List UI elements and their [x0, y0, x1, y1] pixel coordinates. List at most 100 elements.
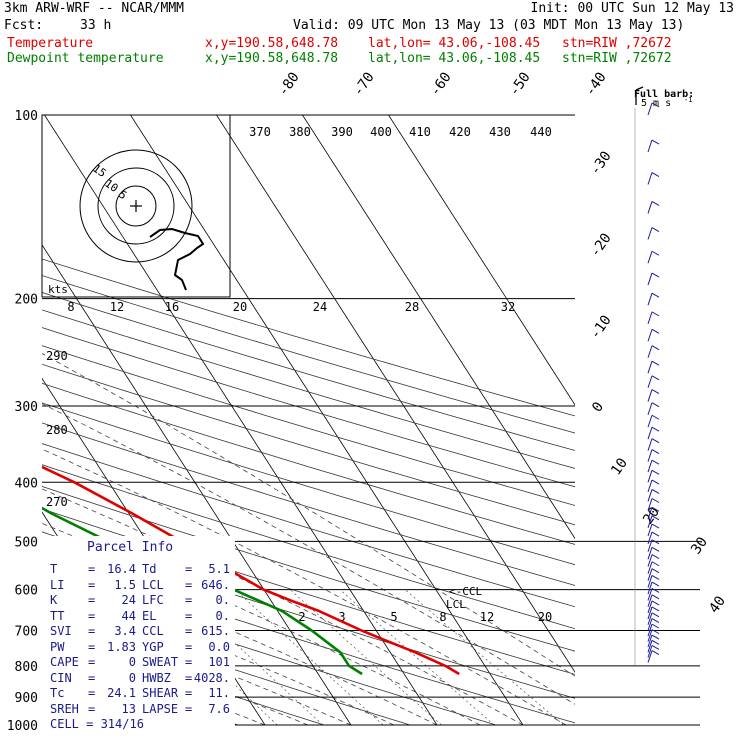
- wind-barb: [651, 402, 660, 408]
- isotherm-label: -60: [427, 69, 455, 99]
- wind-barb: [647, 645, 653, 658]
- parcel-info-row: T = 16.4 Td = 5.1: [50, 562, 235, 578]
- parcel-value: 5.1: [208, 562, 230, 576]
- wind-barb: [651, 345, 660, 351]
- wind-barb: [651, 426, 660, 432]
- temperature-profile-line: [42, 465, 460, 676]
- parcel-info-row: LI = 1.5 LCL = 646.: [50, 578, 235, 594]
- wind-barb: [651, 375, 660, 381]
- wind-barb: [647, 634, 653, 648]
- parcel-info-title: Parcel Info: [87, 540, 174, 555]
- parcel-key: K: [50, 593, 58, 607]
- parcel-info-row: K = 24 LFC = 0.: [50, 593, 235, 609]
- equals-sign: =: [185, 562, 193, 576]
- lcl-label: LCL: [446, 598, 466, 611]
- wind-barb: [651, 618, 660, 623]
- parcel-info-row: CIN = 0 HWBZ = 4028.: [50, 671, 235, 687]
- mixing-ratio-label: 20: [538, 610, 552, 624]
- wind-barb: [651, 414, 660, 420]
- parcel-value: 13: [121, 701, 136, 716]
- wind-barb: [651, 102, 660, 108]
- hodograph-trace: [149, 227, 205, 291]
- equals-sign: =: [185, 670, 193, 685]
- valid-time: Valid: 09 UTC Mon 13 May 13 (03 MDT Mon …: [293, 18, 685, 33]
- pressure-tick-label: 900: [15, 691, 38, 706]
- hodograph-ring-label: 5: [116, 188, 129, 202]
- wind-barb: [647, 449, 653, 462]
- dewpoint-profile-line: [42, 506, 363, 676]
- wind-barb: [647, 568, 653, 581]
- wind-barb: [651, 311, 660, 317]
- wind-barb: [647, 479, 653, 493]
- dry-adiabat-line: [42, 579, 498, 725]
- forecast-hours: 33 h: [80, 18, 112, 33]
- wind-barb: [651, 515, 660, 521]
- barb-key-title: Full barb:: [634, 89, 694, 100]
- wind-barb: [647, 345, 653, 358]
- isotherm-label: 10: [608, 455, 631, 478]
- wind-barb: [647, 227, 653, 240]
- theta-label: 400: [370, 125, 392, 139]
- equals-sign: =: [88, 624, 96, 638]
- parcel-key: SVI: [50, 624, 72, 638]
- forecast-label: Fcst:: [4, 18, 44, 33]
- wind-barb: [647, 606, 653, 620]
- wind-barb: [651, 546, 660, 552]
- pressure-tick-label: 300: [15, 400, 38, 415]
- wind-barb: [651, 600, 660, 606]
- hodograph-box: [41, 114, 231, 298]
- equals-sign: =: [88, 639, 96, 654]
- moist-adiabat-line: [42, 522, 481, 725]
- mixing-ratio-label: 3: [338, 610, 345, 624]
- isotherm-line: [42, 244, 352, 725]
- parcel-key: Tc: [50, 686, 65, 700]
- pressure-tick-label: 100: [15, 109, 38, 124]
- wind-barb: [651, 488, 660, 494]
- isotherm-line: [301, 115, 575, 540]
- theta-label: 440: [530, 125, 552, 139]
- wind-barb: [647, 623, 653, 637]
- wind-barb: [647, 547, 653, 560]
- wind-barb: [651, 469, 660, 475]
- init-time: Init: 00 UTC Sun 12 May 13: [530, 1, 735, 16]
- wind-barb: [647, 489, 653, 502]
- wind-barb: [647, 470, 653, 483]
- wind-barb: [647, 618, 653, 631]
- temperature-station: stn=RIW ,72672: [562, 36, 672, 51]
- isotherm-label: -20: [587, 230, 615, 260]
- temperature-xy: x,y=190.58,648.78: [205, 36, 339, 51]
- parcel-value: 1.83: [107, 639, 136, 654]
- wind-barb: [647, 102, 653, 116]
- wind-barb: [651, 639, 660, 645]
- wind-barb: [647, 575, 653, 588]
- mixing-ratio-label: 32: [501, 300, 515, 314]
- barb-key-barb: [635, 86, 644, 91]
- equals-sign: =: [185, 624, 193, 638]
- equals-sign: =: [88, 562, 96, 576]
- equals-sign: =: [88, 670, 96, 685]
- wind-barb: [651, 523, 660, 529]
- isotherm-label: -70: [350, 69, 378, 99]
- parcel-value: 101: [208, 655, 230, 669]
- wind-barb: [647, 272, 653, 286]
- parcel-key: LI: [50, 577, 65, 592]
- parcel-key: CCL: [142, 624, 164, 638]
- dry-adiabat-line: [42, 327, 575, 488]
- mixing-ratio-line: [290, 589, 442, 725]
- wind-barb: [651, 292, 660, 298]
- parcel-key: CIN: [50, 670, 72, 685]
- wind-barb: [647, 139, 653, 153]
- parcel-value: 44: [121, 608, 136, 623]
- mixing-ratio-label: 28: [405, 300, 419, 314]
- wind-barb: [647, 629, 653, 642]
- parcel-info-row: SREH = 13 LAPSE = 7.6: [50, 702, 235, 718]
- wind-barb: [647, 600, 653, 614]
- dry-adiabat-line: [42, 443, 575, 608]
- parcel-key: LAPSE: [142, 701, 179, 716]
- dry-adiabat-line: [42, 605, 412, 725]
- parcel-key: YGP: [142, 639, 164, 654]
- wind-barb: [651, 588, 660, 593]
- parcel-key: SREH: [50, 701, 79, 716]
- dry-adiabat-line: [42, 464, 575, 630]
- isotherm-label: -80: [275, 69, 303, 99]
